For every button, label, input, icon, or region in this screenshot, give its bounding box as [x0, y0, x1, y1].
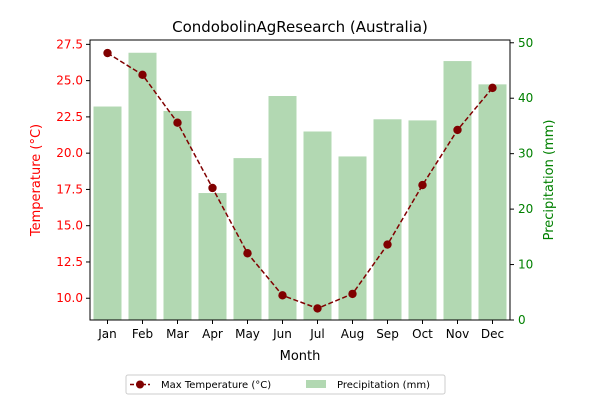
temperature-point — [103, 48, 112, 58]
left-tick-label: 15.0 — [56, 219, 83, 233]
x-tick-label: Nov — [446, 327, 469, 341]
x-axis-label: Month — [280, 349, 321, 364]
x-tick-label: Oct — [412, 327, 433, 341]
precip-bar — [373, 119, 402, 320]
right-tick-label: 10 — [518, 258, 533, 272]
temperature-point — [138, 70, 147, 80]
left-tick-label: 20.0 — [56, 146, 83, 160]
precip-bar — [128, 52, 157, 320]
temperature-point — [488, 83, 497, 93]
right-axis-label: Precipitation (mm) — [542, 120, 557, 241]
right-tick-label: 30 — [518, 147, 533, 161]
temperature-point — [278, 291, 287, 300]
x-tick-label: Apr — [202, 327, 223, 341]
temperature-point — [313, 304, 322, 313]
left-tick-label: 25.0 — [56, 74, 83, 88]
temperature-point — [243, 249, 252, 258]
chart-title: CondobolinAgResearch (Australia) — [172, 18, 428, 36]
x-tick-label: Aug — [341, 327, 364, 341]
plot-frame — [89, 39, 511, 321]
left-tick-label: 22.5 — [56, 110, 83, 124]
left-tick-label: 12.5 — [56, 255, 83, 269]
temperature-point — [348, 289, 357, 299]
temperature-point — [453, 125, 462, 135]
x-tick-label: Sep — [376, 327, 399, 341]
right-tick-label: 40 — [518, 91, 533, 105]
legend-label-precipitation: Precipitation (mm) — [337, 380, 430, 391]
temperature-point — [383, 240, 392, 249]
x-tick-label: Jul — [309, 327, 324, 341]
temperature-point — [208, 183, 217, 193]
temperature-line — [103, 48, 497, 313]
x-tick-label: Jan — [97, 327, 117, 341]
left-tick-label: 17.5 — [56, 182, 83, 196]
precip-bar — [268, 96, 297, 320]
left-axis: 10.0 12.5 15.0 17.5 20.0 22.5 25.0 27.5 — [56, 37, 90, 305]
precip-bar — [163, 110, 192, 320]
legend-frame — [125, 374, 446, 395]
x-tick-label: Jun — [272, 327, 292, 341]
legend: Max Temperature (°C) Precipitation (mm) — [125, 374, 446, 395]
x-tick-label: May — [235, 327, 260, 341]
x-axis: Jan Feb Mar Apr May Jun Jul Aug Sep Oct Nov Dec — [97, 320, 504, 341]
temperature-point — [173, 118, 182, 127]
temperature-polyline — [107, 52, 494, 310]
right-tick-label: 50 — [518, 36, 533, 50]
x-tick-label: Mar — [166, 327, 189, 341]
temperature-point — [418, 180, 427, 190]
precip-bar — [303, 131, 332, 320]
precip-bar — [478, 84, 507, 320]
precip-bar — [93, 106, 122, 320]
right-tick-label: 0 — [518, 313, 526, 327]
precip-bar — [198, 193, 227, 320]
right-axis: 0 10 20 30 40 50 — [510, 36, 533, 327]
x-tick-label: Feb — [132, 327, 153, 341]
precip-bar — [233, 158, 262, 320]
precip-bar — [408, 120, 437, 321]
right-tick-label: 20 — [518, 202, 533, 216]
x-tick-label: Dec — [481, 327, 504, 341]
legend-line-marker — [136, 380, 144, 389]
left-axis-label: Temperature (°C) — [29, 124, 44, 237]
legend-bar-swatch — [306, 380, 326, 388]
legend-label-temperature: Max Temperature (°C) — [161, 380, 271, 391]
left-tick-label: 27.5 — [56, 37, 83, 51]
precip-bar — [443, 61, 472, 320]
left-tick-label: 10.0 — [56, 291, 83, 305]
